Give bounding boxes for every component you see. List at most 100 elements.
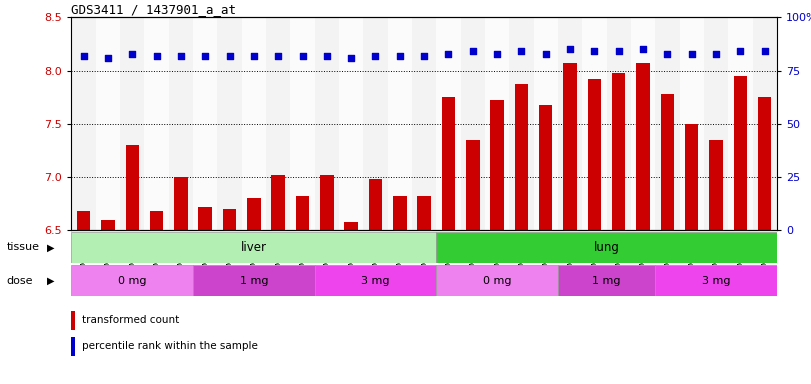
Bar — [758, 97, 771, 230]
Bar — [101, 220, 114, 230]
Bar — [466, 140, 479, 230]
Point — [734, 48, 747, 55]
Bar — [71, 311, 75, 330]
Bar — [71, 265, 193, 296]
Point — [710, 50, 723, 56]
Bar — [174, 177, 187, 230]
Text: liver: liver — [241, 241, 267, 254]
Bar — [193, 17, 217, 230]
Point — [223, 53, 236, 59]
Bar — [388, 17, 412, 230]
Bar — [685, 124, 698, 230]
Bar — [77, 211, 90, 230]
Point — [466, 48, 479, 55]
Bar — [169, 17, 193, 230]
Bar — [704, 17, 728, 230]
Bar — [753, 17, 777, 230]
Point — [612, 48, 625, 55]
Bar — [582, 17, 607, 230]
Text: dose: dose — [6, 276, 33, 286]
Bar — [199, 207, 212, 230]
Bar — [296, 196, 309, 230]
Point — [685, 50, 698, 56]
Bar — [339, 17, 363, 230]
Point — [320, 53, 333, 59]
Bar — [223, 209, 236, 230]
Bar — [515, 84, 528, 230]
Text: 3 mg: 3 mg — [702, 276, 731, 286]
Bar — [612, 73, 625, 230]
Bar — [247, 199, 260, 230]
Point — [393, 53, 406, 59]
Text: transformed count: transformed count — [83, 315, 179, 325]
Bar — [290, 17, 315, 230]
Bar — [436, 17, 461, 230]
Point — [418, 53, 431, 59]
Bar — [588, 79, 601, 230]
Point — [174, 53, 187, 59]
Bar — [485, 17, 509, 230]
Bar — [126, 145, 139, 230]
Bar — [564, 63, 577, 230]
Bar — [272, 175, 285, 230]
Point — [272, 53, 285, 59]
Bar — [655, 265, 777, 296]
Point — [296, 53, 309, 59]
Text: tissue: tissue — [6, 242, 40, 252]
Bar — [509, 17, 534, 230]
Bar — [661, 94, 674, 230]
Text: 0 mg: 0 mg — [483, 276, 512, 286]
Bar — [734, 76, 747, 230]
Bar — [71, 232, 436, 263]
Bar — [539, 105, 552, 230]
Text: percentile rank within the sample: percentile rank within the sample — [83, 341, 258, 351]
Bar — [120, 17, 144, 230]
Bar — [320, 175, 333, 230]
Point — [515, 48, 528, 55]
Text: ▶: ▶ — [46, 242, 54, 252]
Bar — [436, 232, 777, 263]
Bar — [266, 17, 290, 230]
Bar — [680, 17, 704, 230]
Bar — [534, 17, 558, 230]
Bar — [418, 196, 431, 230]
Text: GDS3411 / 1437901_a_at: GDS3411 / 1437901_a_at — [71, 3, 236, 16]
Bar — [442, 97, 455, 230]
Point — [199, 53, 212, 59]
Text: lung: lung — [594, 241, 620, 254]
Bar — [144, 17, 169, 230]
Bar — [710, 140, 723, 230]
Point — [758, 48, 771, 55]
Text: ▶: ▶ — [46, 276, 54, 286]
Bar — [315, 17, 339, 230]
Bar — [369, 179, 382, 230]
Point — [126, 50, 139, 56]
Point — [77, 53, 90, 59]
Bar — [728, 17, 753, 230]
Point — [247, 53, 260, 59]
Point — [442, 50, 455, 56]
Bar — [461, 17, 485, 230]
Bar — [607, 17, 631, 230]
Bar — [558, 265, 655, 296]
Bar — [315, 265, 436, 296]
Bar — [345, 222, 358, 230]
Bar — [631, 17, 655, 230]
Point — [101, 55, 114, 61]
Point — [637, 46, 650, 52]
Bar — [412, 17, 436, 230]
Bar — [655, 17, 680, 230]
Bar — [242, 17, 266, 230]
Bar — [71, 17, 96, 230]
Bar — [558, 17, 582, 230]
Bar — [436, 265, 558, 296]
Text: 1 mg: 1 mg — [239, 276, 268, 286]
Bar — [217, 17, 242, 230]
Point — [150, 53, 163, 59]
Bar — [637, 63, 650, 230]
Bar — [71, 337, 75, 356]
Point — [539, 50, 552, 56]
Point — [661, 50, 674, 56]
Bar — [96, 17, 120, 230]
Point — [345, 55, 358, 61]
